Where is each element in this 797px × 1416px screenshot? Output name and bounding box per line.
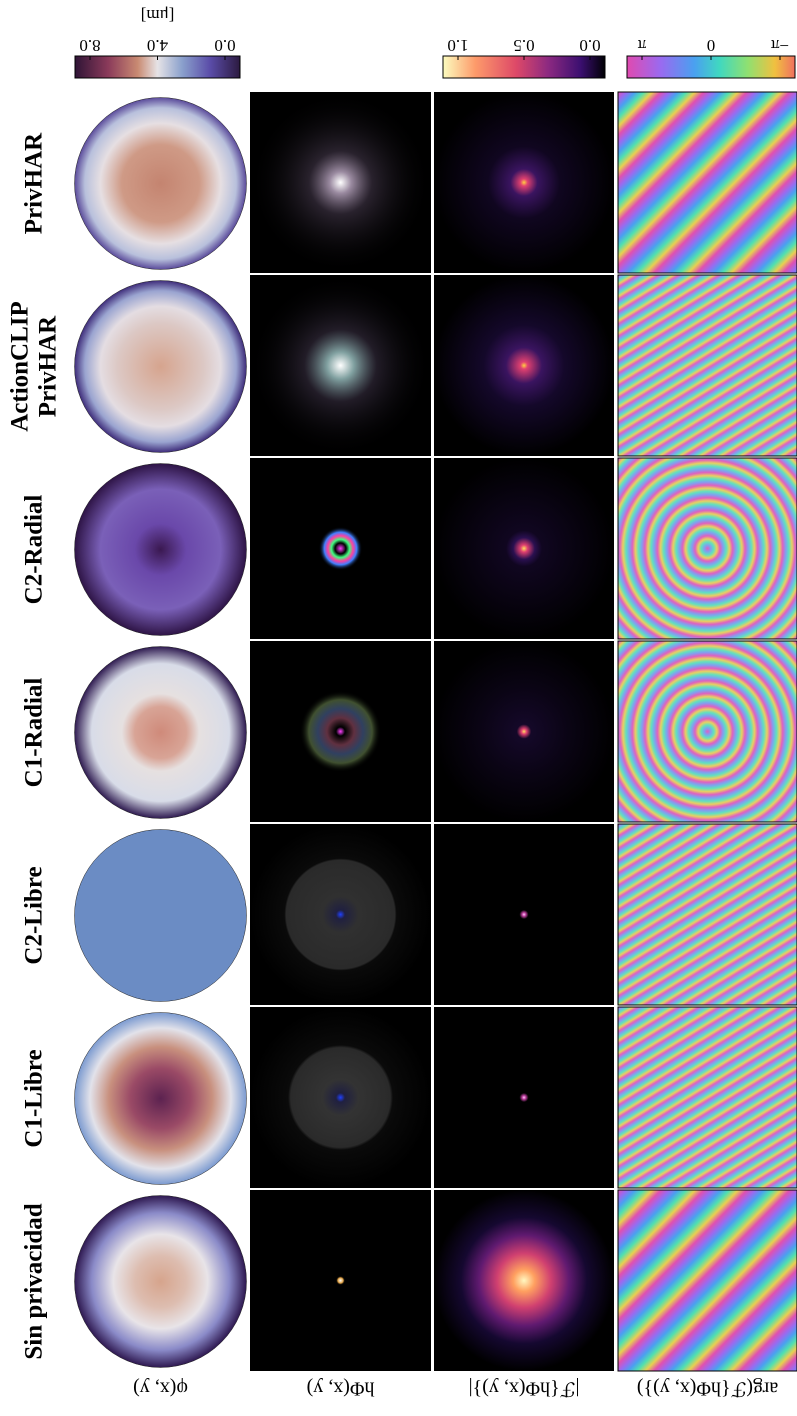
row-label: C2-Radial — [21, 495, 48, 605]
colorbar-tick-label: 1.0 — [447, 36, 468, 55]
colorbar-tick-label: 0.0 — [579, 36, 600, 55]
row-label: C2-Libre — [21, 866, 48, 964]
phase-panel — [618, 275, 797, 456]
psf-spot — [250, 1190, 431, 1371]
colorbar-tick-label: π — [637, 36, 646, 55]
phase-profile — [75, 464, 247, 636]
psf-spot — [250, 458, 431, 639]
phase-panel — [618, 458, 797, 639]
phase-profile — [75, 1196, 247, 1368]
phase-panel — [618, 1007, 797, 1188]
psf-spot — [250, 824, 431, 1005]
phase-panel — [618, 641, 797, 822]
phase-profile — [75, 830, 247, 1002]
colorbar-unit: [μm] — [141, 6, 175, 25]
row-label: C1-Libre — [21, 1049, 48, 1147]
phase-panel — [618, 824, 797, 1005]
colorbar-tick-label: −π — [770, 36, 789, 55]
phase-profile — [75, 1013, 247, 1185]
figure: 8.04.00.0[μm]1.00.50.0π0−πPrivHARActionC… — [0, 0, 797, 1416]
phase-profile — [75, 281, 247, 453]
mtf-spot — [434, 641, 614, 822]
psf-spot — [250, 1007, 431, 1188]
mtf-spot — [434, 824, 614, 1005]
phase-panel — [618, 92, 797, 273]
row-label: ActionCLIP — [7, 301, 34, 432]
mtf-spot — [434, 275, 614, 456]
column-label: arg(ℱ{hΦ(x, y)}) — [637, 1377, 778, 1399]
psf-spot — [250, 92, 431, 273]
row-label: Sin privacidad — [21, 1203, 48, 1359]
row-label: C1-Radial — [21, 678, 48, 788]
mtf-spot — [434, 1007, 614, 1188]
row-label: PrivHAR — [21, 132, 48, 234]
colorbar-tick-label: 4.0 — [147, 36, 168, 55]
phase-profile — [75, 98, 247, 270]
mtf-spot — [434, 92, 614, 273]
column-label: hΦ(x, y) — [307, 1377, 375, 1399]
colorbar-tick-label: 0 — [707, 36, 716, 55]
colorbar-tick-label: 0.0 — [214, 36, 235, 55]
phase-panel — [618, 1190, 797, 1371]
colorbar-tick-label: 0.5 — [513, 36, 534, 55]
colorbar-tick-label: 8.0 — [79, 36, 100, 55]
phase-profile — [75, 647, 247, 819]
row-label: PrivHAR — [35, 315, 62, 417]
mtf-spot — [434, 458, 614, 639]
mtf-spot — [434, 1190, 614, 1371]
psf-spot — [250, 275, 431, 456]
column-label: |ℱ{hΦ(x, y)}| — [469, 1377, 580, 1399]
psf-spot — [250, 641, 431, 822]
column-label: φ(x, y) — [133, 1377, 188, 1399]
